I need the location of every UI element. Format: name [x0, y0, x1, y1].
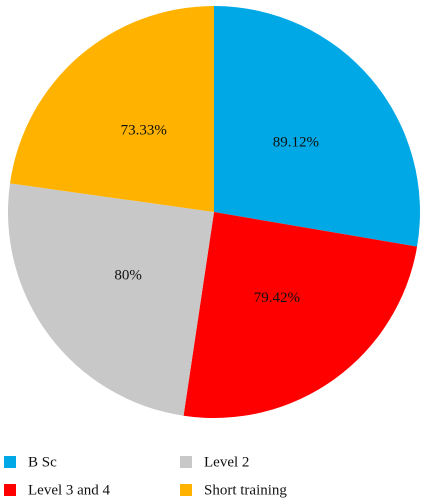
legend-label: Short training	[204, 482, 287, 498]
pie-slice	[214, 6, 420, 247]
data-label: 89.12%	[273, 134, 319, 150]
legend-label: Level 3 and 4	[28, 482, 111, 498]
data-label: 79.42%	[254, 290, 300, 306]
legend-label: Level 2	[204, 454, 249, 470]
pie-slice	[183, 212, 418, 419]
legend-swatch	[180, 484, 192, 496]
legend-label: B Sc	[28, 454, 57, 470]
legend-swatch	[180, 456, 192, 468]
pie-slice	[9, 6, 215, 212]
legend-swatch	[4, 484, 16, 496]
data-label: 80%	[114, 268, 142, 284]
data-label: 73.33%	[121, 123, 167, 139]
pie-slice	[8, 183, 215, 416]
legend-swatch	[4, 456, 16, 468]
